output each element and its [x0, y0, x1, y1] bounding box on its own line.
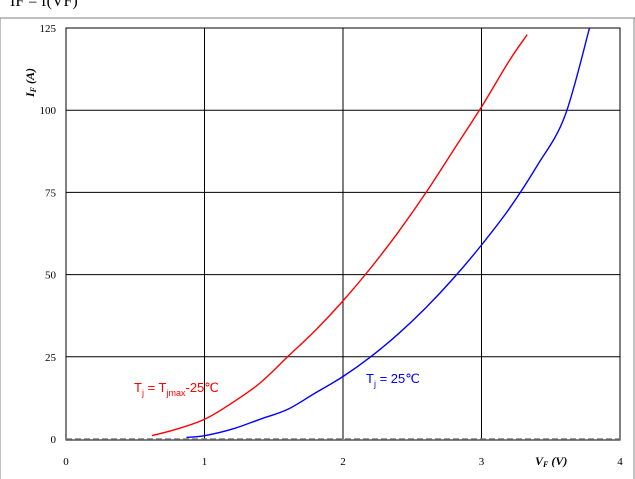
- svg-text:VF(V): VF (V): [535, 454, 567, 469]
- x-tick-label-3: 3: [479, 456, 485, 468]
- x-tick-labels: 0 1 2 3 4: [63, 456, 623, 468]
- x-tick-label-1: 1: [202, 456, 208, 468]
- y-tick-label-100: 100: [40, 105, 57, 117]
- series-line-1: [186, 27, 591, 439]
- series-label-25c: Tj = 25℃: [366, 371, 420, 389]
- series-label-25c-rest: = 25℃: [376, 371, 420, 386]
- chart-header: IF = f(VF): [10, 0, 78, 10]
- y-axis-title-sub: F: [29, 86, 38, 93]
- series-label-25c-t: T: [366, 371, 374, 386]
- series-label-hot-jmax: jmax: [165, 388, 186, 398]
- series-label-hot-t: T: [134, 380, 142, 395]
- y-tick-label-50: 50: [45, 270, 57, 282]
- x-axis-title-unit: (V): [551, 454, 567, 468]
- x-axis-title-sub: F: [542, 460, 549, 469]
- x-tick-label-2: 2: [340, 456, 346, 468]
- y-tick-label-0: 0: [51, 434, 57, 446]
- x-axis-title-main: V: [535, 454, 544, 468]
- series-label-hot-rest: -25℃: [186, 380, 219, 395]
- y-axis-title-unit: (A): [23, 68, 37, 84]
- series-label-hot-eq: = T: [144, 380, 167, 395]
- y-axis-title: IF (A): [23, 68, 38, 98]
- svg-text:IF(A): IF (A): [23, 68, 38, 98]
- series-label-25c-j: j: [373, 379, 376, 389]
- series-label-hot: Tj = Tjmax-25℃: [134, 380, 219, 398]
- series-group: [151, 27, 591, 439]
- gridlines: [66, 28, 620, 439]
- y-tick-label-125: 125: [40, 23, 57, 35]
- x-tick-label-4: 4: [617, 456, 623, 468]
- y-axis-title-main: I: [23, 91, 37, 98]
- series-label-hot-j: j: [141, 388, 144, 398]
- y-tick-labels: 0 25 50 75 100 125: [40, 23, 57, 446]
- x-axis-title: VF (V): [535, 454, 567, 469]
- plot-area-border: [65, 27, 621, 441]
- y-tick-label-25: 25: [45, 352, 57, 364]
- y-tick-label-75: 75: [45, 187, 57, 199]
- series-line-0: [151, 34, 528, 437]
- x-tick-label-0: 0: [63, 456, 69, 468]
